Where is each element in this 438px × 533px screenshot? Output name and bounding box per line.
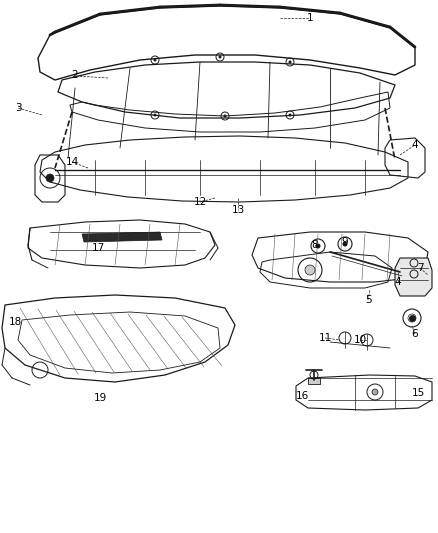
Text: 18: 18 <box>8 317 21 327</box>
Text: 16: 16 <box>295 391 309 401</box>
Text: 19: 19 <box>93 393 106 403</box>
Text: 4: 4 <box>412 140 418 150</box>
Circle shape <box>153 59 156 61</box>
Circle shape <box>372 389 378 395</box>
Text: 2: 2 <box>72 70 78 80</box>
Circle shape <box>153 114 156 117</box>
Text: 13: 13 <box>231 205 245 215</box>
Circle shape <box>343 241 347 246</box>
Circle shape <box>305 265 315 275</box>
Text: 15: 15 <box>411 388 424 398</box>
Text: 17: 17 <box>92 243 105 253</box>
Circle shape <box>289 114 292 117</box>
Circle shape <box>46 174 54 182</box>
Text: 1: 1 <box>307 13 313 23</box>
Text: 6: 6 <box>412 329 418 339</box>
Text: 5: 5 <box>365 295 371 305</box>
Text: 14: 14 <box>65 157 79 167</box>
Text: 11: 11 <box>318 333 332 343</box>
Polygon shape <box>82 232 162 242</box>
Text: 10: 10 <box>353 335 367 345</box>
Circle shape <box>223 115 226 117</box>
Text: 3: 3 <box>15 103 21 113</box>
Circle shape <box>289 61 292 63</box>
Text: 7: 7 <box>417 263 423 273</box>
Text: 4: 4 <box>395 277 401 287</box>
Polygon shape <box>308 378 320 384</box>
Text: 8: 8 <box>312 240 318 250</box>
Text: 9: 9 <box>342 237 348 247</box>
Polygon shape <box>395 258 432 296</box>
Text: 12: 12 <box>193 197 207 207</box>
Circle shape <box>219 55 222 59</box>
Circle shape <box>315 244 321 248</box>
